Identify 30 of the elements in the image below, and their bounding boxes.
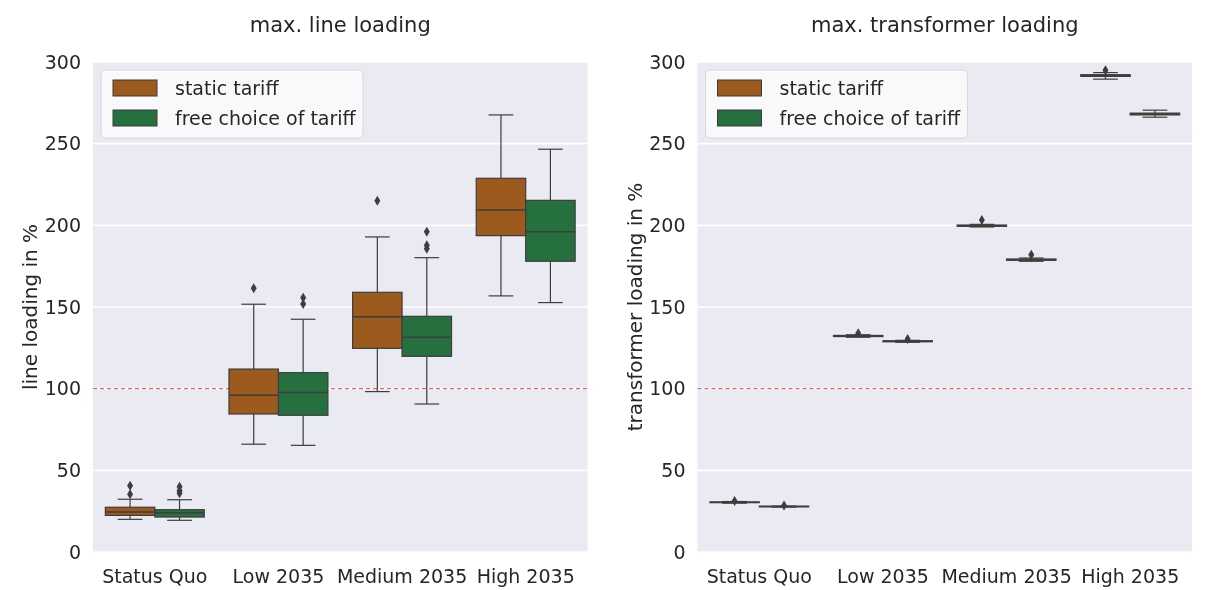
x-tick-label: Status Quo [102, 565, 208, 587]
x-tick-label: Low 2035 [837, 565, 929, 587]
chart-title: max. transformer loading [810, 13, 1079, 37]
legend-label: static tariff [175, 76, 280, 99]
y-tick-label: 250 [44, 132, 81, 155]
x-tick-label: High 2035 [476, 565, 575, 587]
y-tick-label: 0 [68, 540, 81, 563]
legend-label: static tariff [779, 76, 884, 99]
y-tick-label: 100 [44, 377, 81, 400]
x-tick-label: Medium 2035 [941, 565, 1072, 587]
y-axis-title: transformer loading in % [622, 182, 647, 432]
y-tick-label: 250 [649, 132, 686, 155]
y-axis-title: line loading in % [18, 223, 42, 391]
y-tick-label: 200 [649, 213, 686, 236]
legend-label: free choice of tariff [779, 106, 962, 129]
y-tick-label: 150 [649, 295, 686, 318]
y-tick-label: 50 [661, 458, 686, 481]
y-tick-label: 150 [44, 295, 81, 318]
x-tick-label: Low 2035 [232, 565, 325, 587]
y-tick-label: 300 [44, 50, 81, 73]
y-tick-label: 300 [649, 50, 686, 73]
x-tick-label: High 2035 [1081, 565, 1180, 587]
x-tick-label: Medium 2035 [336, 565, 468, 587]
x-tick-label: Status Quo [706, 565, 812, 587]
y-tick-label: 0 [673, 540, 686, 563]
y-tick-label: 100 [649, 377, 686, 400]
y-tick-label: 200 [44, 213, 81, 236]
legend-label: free choice of tariff [175, 106, 357, 129]
y-tick-label: 50 [56, 458, 81, 481]
chart-title: max. line loading [249, 13, 431, 37]
